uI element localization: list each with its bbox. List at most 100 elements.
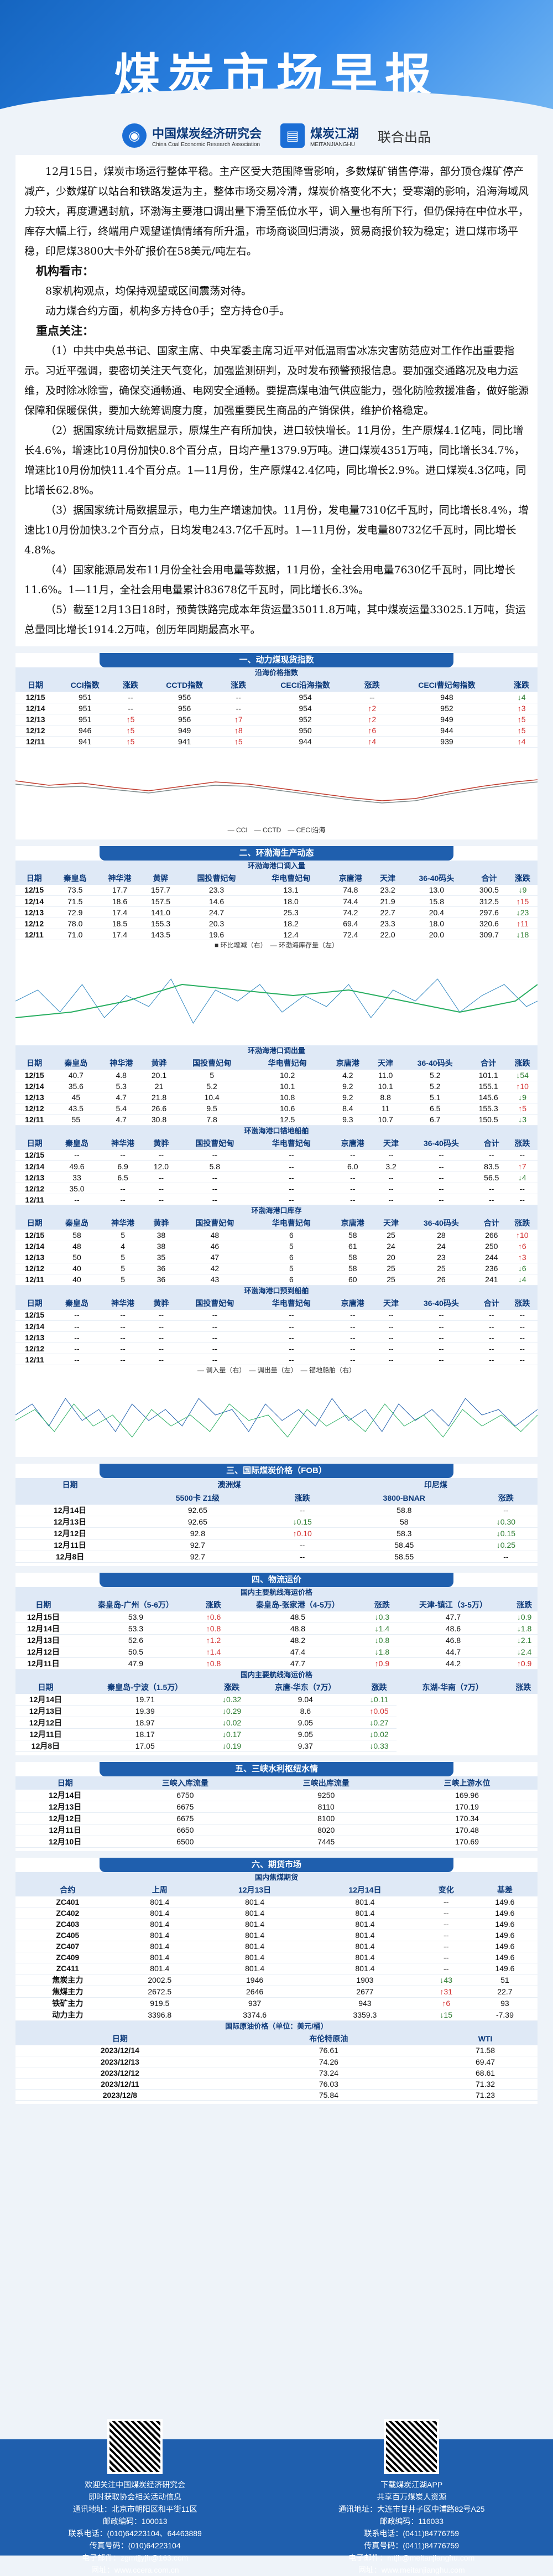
table-row: 12/13 951 ↑5 956 ↑7 952 ↑2 949 ↑5 [15,714,538,725]
table-row: 12/12 43.5 5.4 26.6 9.5 10.6 8.4 11 6.5 155.3 ↑5 [15,1103,538,1115]
table-row: 12/14 951 -- 956 -- 954 ↑2 952 ↑3 [15,703,538,714]
footer: 欢迎关注中国煤炭经济研究会 即时获取协会相关活动信息 通讯地址：北京市朝阳区和平街1… [0,2419,553,2574]
table-row: 12月11日 92.7 -- 58.45 ↓0.25 [15,1539,538,1551]
table-row: 12/13 -- -- -- -- -- -- -- -- -- -- [15,1331,538,1343]
book-icon: ▤ [280,123,305,148]
table-row: 铁矿主力 919.5 937 943 ↑6 93 [15,1997,538,2009]
section-freight: 四、物流运价 国内主要航线海运价格 日期 秦皇岛-广州（5-6万） 涨跌 秦皇岛-张家… [15,1573,538,1755]
table-row: 12月13日 52.6 ↑1.2 48.2 ↓0.8 46.8 ↓2.1 [15,1634,538,1646]
section-futures: 六、期货市场 国内焦煤期货 合约 上周 12月13日 12月14日 变化 基差 ZC401 8… [15,1858,538,2104]
table-row: 12/11 -- -- -- -- -- -- -- -- -- -- [15,1354,538,1365]
table-row: 12/14 48 4 38 46 5 61 24 24 250 ↑6 [15,1241,538,1252]
flow-legend: — 调入量（右） — 调出量（左） — 锚地船舶（右） [197,1366,356,1374]
qr-code-icon [384,2419,440,2474]
table-row: 12/12 946 ↑5 949 ↑8 950 ↑6 944 ↑5 [15,725,538,737]
table-row: 12月11日 18.17 ↓0.17 9.05 ↓0.02 [15,1728,538,1740]
table-row: ZC401 801.4 801.4 801.4 -- 149.6 [15,1896,538,1908]
table-row: 12/12 40 5 36 42 5 58 25 25 236 ↓6 [15,1263,538,1274]
table-row: 12月12日 6675 8100 170.34 [15,1812,538,1825]
table-row: 12月12日 50.5 ↑1.4 47.4 ↓1.8 44.7 ↓2.4 [15,1646,538,1658]
bohai-anchor-table: 日期 秦皇岛 神华港 黄骅 国投曹妃甸 华电曹妃甸 京唐港 天津 36-40码头 合计 涨跌 12/1… [15,1136,538,1205]
mtj-logo: ▤ 煤炭江湖 MEITANJIANGHU [280,123,359,148]
table-row: ZC407 801.4 801.4 801.4 -- 149.6 [15,1941,538,1952]
table-row: 12/12 78.0 18.5 155.3 20.3 18.2 69.4 23.3 18.0 32… [15,918,538,929]
freight-table-1: 日期 秦皇岛-广州（5-6万） 涨跌 秦皇岛-张家港（4-5万） 涨跌 天津-镇江（3-5… [15,1598,538,1670]
table-row: 12月13日 92.65 ↓0.15 58 ↓0.30 [15,1516,538,1528]
table-row: 12月13日 19.39 ↓0.29 8.6 ↑0.05 [15,1705,538,1717]
oil-table: 日期 布伦特原油 WTI 2023/12/14 76.61 71.58 2023/12/13… [15,2031,538,2101]
table-row: 2023/12/11 76.03 71.32 [15,2078,538,2090]
table-row: 2023/12/13 74.26 69.47 [15,2056,538,2067]
table-row: 2023/12/12 73.24 68.61 [15,2067,538,2079]
footer-mtj: 下载煤炭江湖APP 共享百万煤炭人资源 通讯地址：大连市甘井子区中浦路82号A25 邮… [338,2419,484,2576]
table-row: 12/15 73.5 17.7 157.7 23.3 13.1 74.8 23.2 13.0 30… [15,884,538,896]
table-row: 12/13 45 4.7 21.8 10.4 10.8 9.2 8.8 5.1 145.6 ↓9 [15,1092,538,1103]
header-banner: 煤炭市场早报 [0,0,553,116]
table-row: 12月12日 92.8 ↑0.10 58.3 ↓0.15 [15,1527,538,1540]
table-row: ZC403 801.4 801.4 801.4 -- 149.6 [15,1919,538,1930]
bohai-inventory-legend: ■ 环比增减（右） — 环渤海库存量（左） [215,941,338,949]
flow-chart [15,1376,538,1454]
bohai-stock-table: 日期 秦皇岛 神华港 黄骅 国投曹妃甸 华电曹妃甸 京唐港 天津 36-40码头 合计 涨跌 12/1… [15,1216,538,1286]
table-row: 焦炭主力 2002.5 1946 1903 ↓43 51 [15,1974,538,1986]
table-row: 12/11 -- -- -- -- -- -- -- -- -- -- [15,1194,538,1205]
bohai-inflow-table: 日期 秦皇岛 神华港 黄骅 国投曹妃甸 华电曹妃甸 京唐港 天津 36-40码头 合计 涨跌 12/1… [15,871,538,940]
intl-price-table: 日期 澳洲煤 印尼煤 5500卡 Z1级 涨跌 3800-BNAR 涨跌 12月14日 92… [15,1478,538,1563]
table-row: ZC405 801.4 801.4 801.4 -- 149.6 [15,1930,538,1941]
joint-label: 联合出品 [378,129,431,145]
table-row: 12/13 33 6.5 -- -- -- -- -- -- 56.5 ↓4 [15,1172,538,1183]
spot-index-table: 日期 CCI指数 涨跌 CCTD指数 涨跌 CECI沿海指数 涨跌 CECI曹妃甸指数 涨跌 12… [15,678,538,748]
table-row: 12/15 -- -- -- -- -- -- -- -- -- -- [15,1149,538,1161]
section-spot-index: 一、动力煤现货指数 沿海价格指数 日期 CCI指数 涨跌 CCTD指数 涨跌 CECI沿海… [15,653,538,839]
bohai-expected-table: 日期 秦皇岛 神华港 黄骅 国投曹妃甸 华电曹妃甸 京唐港 天津 36-40码头 合计 涨跌 12/1… [15,1296,538,1365]
section-intl-price: 三、国际煤炭价格（FOB） 日期 澳洲煤 印尼煤 5500卡 Z1级 涨跌 3800-B… [15,1464,538,1566]
table-row: 12月8日 17.05 ↓0.19 9.37 ↓0.33 [15,1740,538,1752]
table-row: 12/15 58 5 38 48 6 58 25 28 266 ↑10 [15,1230,538,1241]
table-row: 2023/12/8 75.84 71.23 [15,2089,538,2101]
table-row: 12/11 40 5 36 43 6 60 25 26 241 ↓4 [15,1274,538,1286]
table-row: 12/15 951 -- 956 -- 954 -- 948 ↓4 [15,692,538,703]
summary-text: 12月15日，煤炭市场运行整体平稳。主产区受大范围降雪影响，多数煤矿销售停滞，部… [15,155,538,646]
table-row: 12/13 72.9 17.4 141.0 24.7 25.3 74.2 22.7 20.4 29… [15,906,538,918]
table-row: 12月14日 19.71 ↓0.32 9.04 ↓0.11 [15,1694,538,1706]
bohai-inventory-chart [15,951,538,1045]
table-row: 12/14 -- -- -- -- -- -- -- -- -- -- [15,1320,538,1332]
table-row: 12/14 49.6 6.9 12.0 5.8 -- 6.0 3.2 -- 83.5 ↑7 [15,1160,538,1172]
table-row: 12/15 -- -- -- -- -- -- -- -- -- -- [15,1309,538,1321]
table-row: ZC402 801.4 801.4 801.4 -- 149.6 [15,1908,538,1919]
table-row: 12/14 71.5 18.6 157.5 14.6 18.0 74.4 21.9 15.8 31… [15,895,538,907]
cetri-logo: ◉ 中国煤炭经济研究会 China Coal Economic Research … [122,123,262,148]
table-row: 12月15日 53.9 ↑0.6 48.5 ↓0.3 47.7 ↓0.9 [15,1611,538,1623]
section-bohai: 二、环渤海生产动态 环渤海港口调入量 日期 秦皇岛 神华港 黄骅 国投曹妃甸 华电曹妃甸京… [15,846,538,1457]
table-row: 12月14日 6750 9250 169.96 [15,1790,538,1801]
globe-icon: ◉ [122,123,147,148]
table-row: 12月14日 53.3 ↑0.8 48.8 ↓1.4 48.6 ↓1.8 [15,1623,538,1635]
table-row: 12月12日 18.97 ↓0.02 9.05 ↓0.27 [15,1717,538,1729]
table-row: 12月10日 6500 7445 170.69 [15,1836,538,1848]
table-row: 12月11日 6650 8020 170.48 [15,1824,538,1836]
table-row: 动力主力 3396.8 3374.6 3359.3 ↓15 -7.39 [15,2009,538,2021]
table-row: 2023/12/14 76.61 71.58 [15,2045,538,2056]
footer-cetri: 欢迎关注中国煤炭经济研究会 即时获取协会相关活动信息 通讯地址：北京市朝阳区和平街1… [69,2419,202,2576]
table-row: 12/12 -- -- -- -- -- -- -- -- -- -- [15,1343,538,1354]
table-row: 12/14 35.6 5.3 21 5.2 10.1 9.2 10.1 5.2 155.1 ↑10 [15,1081,538,1092]
table-row: 12/11 941 ↑5 941 ↑5 944 ↑4 939 ↑4 [15,736,538,748]
table-row: 12月13日 6675 8110 170.19 [15,1801,538,1813]
three-gorges-table: 日期 三峡入库流量 三峡出库流量 三峡上游水位 12月14日 6750 9250 169.96… [15,1776,538,1848]
table-row: ZC409 801.4 801.4 801.4 -- 149.6 [15,1952,538,1963]
spot-index-legend: — CCI — CCTD — CECI沿海 [227,826,326,834]
table-row: ZC411 801.4 801.4 801.4 -- 149.6 [15,1963,538,1974]
table-row: 12月14日 92.65 -- 58.8 -- [15,1505,538,1516]
logo-bar: ◉ 中国煤炭经济研究会 China Coal Economic Research … [0,116,553,155]
table-row: 12/12 35.0 -- -- -- -- -- -- -- -- -- [15,1183,538,1194]
table-row: 12/11 71.0 17.4 143.5 19.6 12.4 72.4 22.0 20.0 30… [15,929,538,940]
table-row: 焦煤主力 2672.5 2646 2677 ↑31 22.7 [15,1986,538,1998]
section-three-gorges: 五、三峡水利枢纽水情 日期 三峡入库流量 三峡出库流量 三峡上游水位 12月14日 675… [15,1762,538,1851]
freight-table-2: 日期 秦皇岛-宁波（1.5万） 涨跌 京唐-华东（7万） 涨跌 东湖-华南（7万） 涨跌 12… [15,1681,538,1752]
bohai-outflow-table: 日期 秦皇岛 神华港 黄骅 国投曹妃甸 华电曹妃甸 京唐港 天津 36-40码头 合计 涨跌 12/1… [15,1056,538,1126]
spot-index-chart [15,748,538,825]
table-row: 12/11 55 4.7 30.8 7.8 12.5 9.3 10.7 6.7 150.5 ↓3 [15,1114,538,1126]
table-row: 12/15 40.7 4.8 20.1 5 10.2 4.2 11.0 5.2 101.1 ↓54 [15,1070,538,1081]
futures-table: 合约 上周 12月13日 12月14日 变化 基差 ZC401 801.4 801.4 801.4… [15,1883,538,2021]
table-row: 12/13 50 5 35 47 6 58 20 23 244 ↑3 [15,1252,538,1263]
